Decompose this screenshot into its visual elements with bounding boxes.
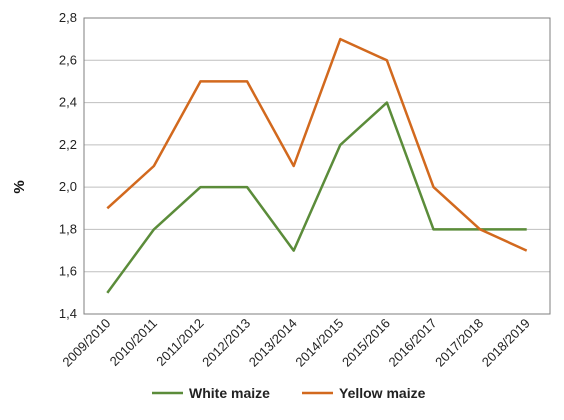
y-tick-label: 2,2 (59, 137, 77, 152)
y-tick-label: 2,6 (59, 52, 77, 67)
x-tick-label: 2012/2013 (199, 316, 253, 370)
x-tick-label: 2013/2014 (246, 316, 300, 370)
x-axis-ticks: 2009/20102010/20112011/20122012/20132013… (59, 316, 532, 370)
series-line-0 (106, 101, 527, 294)
legend-label: White maize (189, 385, 270, 401)
legend-label: Yellow maize (339, 385, 426, 401)
y-tick-label: 2,0 (59, 179, 77, 194)
x-tick-label: 2010/2011 (107, 316, 160, 369)
y-tick-label: 1,8 (59, 221, 77, 236)
x-tick-label: 2011/2012 (153, 316, 206, 369)
series-layer (106, 37, 528, 294)
series-line-1 (106, 37, 528, 252)
x-tick-label: 2014/2015 (292, 316, 346, 370)
y-axis-title: % (11, 180, 28, 193)
legend: White maize Yellow maize (152, 385, 426, 401)
y-tick-label: 1,4 (59, 306, 77, 321)
x-tick-label: 2015/2016 (339, 316, 393, 370)
y-tick-label: 1,6 (59, 264, 77, 279)
y-axis-ticks: 1,4 1,6 1,8 2,0 2,2 2,4 2,6 2,8 (59, 10, 77, 321)
plot-area-border (83, 17, 551, 315)
y-tick-label: 2,8 (59, 10, 77, 25)
x-tick-label: 2017/2018 (432, 316, 486, 370)
x-tick-label: 2009/2010 (59, 316, 113, 370)
x-tick-label: 2018/2019 (479, 316, 533, 370)
y-tick-label: 2,4 (59, 95, 77, 110)
x-tick-label: 2016/2017 (386, 316, 440, 370)
